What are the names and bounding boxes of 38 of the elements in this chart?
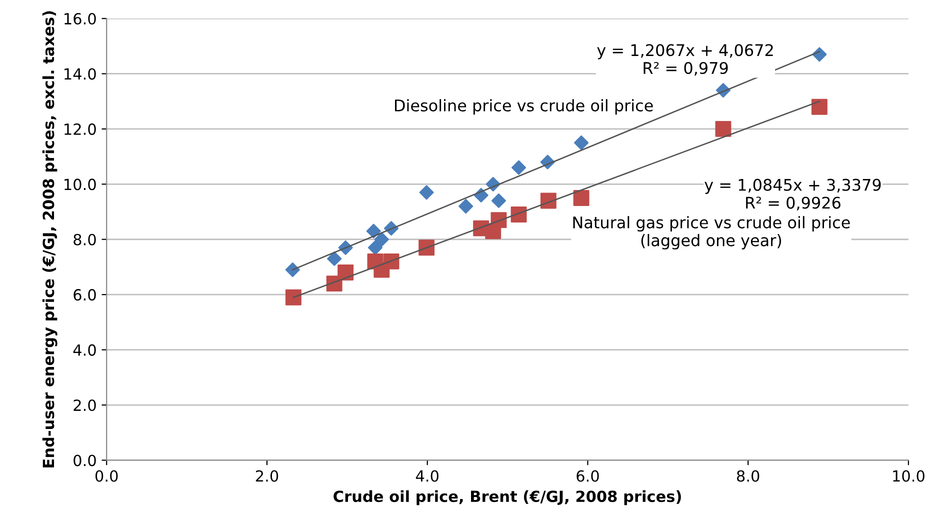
y-tick-label: 0.0 (74, 454, 96, 466)
y-tick-label: 10.0 (64, 178, 96, 190)
y-tick-label: 14.0 (64, 68, 96, 80)
point (338, 264, 354, 280)
x-tick-label: 2.0 (256, 470, 278, 482)
x-axis-title: Crude oil price, Brent (€/GJ, 2008 prices) (334, 490, 681, 506)
point (419, 185, 434, 200)
point (511, 160, 526, 175)
annotation: Natural gas price vs crude oil price (lagged one year) (573, 216, 850, 250)
y-tick-label: 6.0 (74, 289, 96, 301)
y-tick-label: 8.0 (74, 234, 96, 246)
annotation: y = 1,0845x + 3,3379 R² = 0,9926 (704, 178, 881, 210)
point (368, 240, 383, 255)
point (715, 120, 732, 137)
y-tick-label: 2.0 (74, 399, 96, 412)
x-tick-label: 4.0 (416, 470, 438, 482)
point (458, 198, 474, 214)
point (490, 212, 507, 228)
annotation: Diesoline price vs crude oil price (395, 99, 653, 115)
x-tick-label: 6.0 (576, 470, 599, 482)
point (327, 251, 342, 266)
point (491, 193, 506, 208)
point (285, 289, 302, 306)
y-tick-label: 16.0 (64, 12, 96, 25)
annotation: y = 1,2067x + 4,0672 R² = 0,979 (597, 44, 773, 76)
point (366, 224, 381, 238)
point (285, 262, 300, 278)
x-tick-label: 0.0 (95, 470, 118, 482)
point (418, 240, 435, 256)
x-tick-label: 8.0 (736, 470, 760, 482)
y-tick-label: 4.0 (73, 344, 96, 356)
y-axis-title: End-user energy price (€/GJ, 2008 prices, excl. taxes) (42, 11, 58, 468)
x-tick-label: 10.0 (893, 470, 924, 482)
y-tick-label: 12.0 (64, 123, 96, 135)
point (573, 190, 590, 206)
point (811, 98, 828, 115)
point (374, 232, 389, 247)
point (574, 135, 589, 150)
